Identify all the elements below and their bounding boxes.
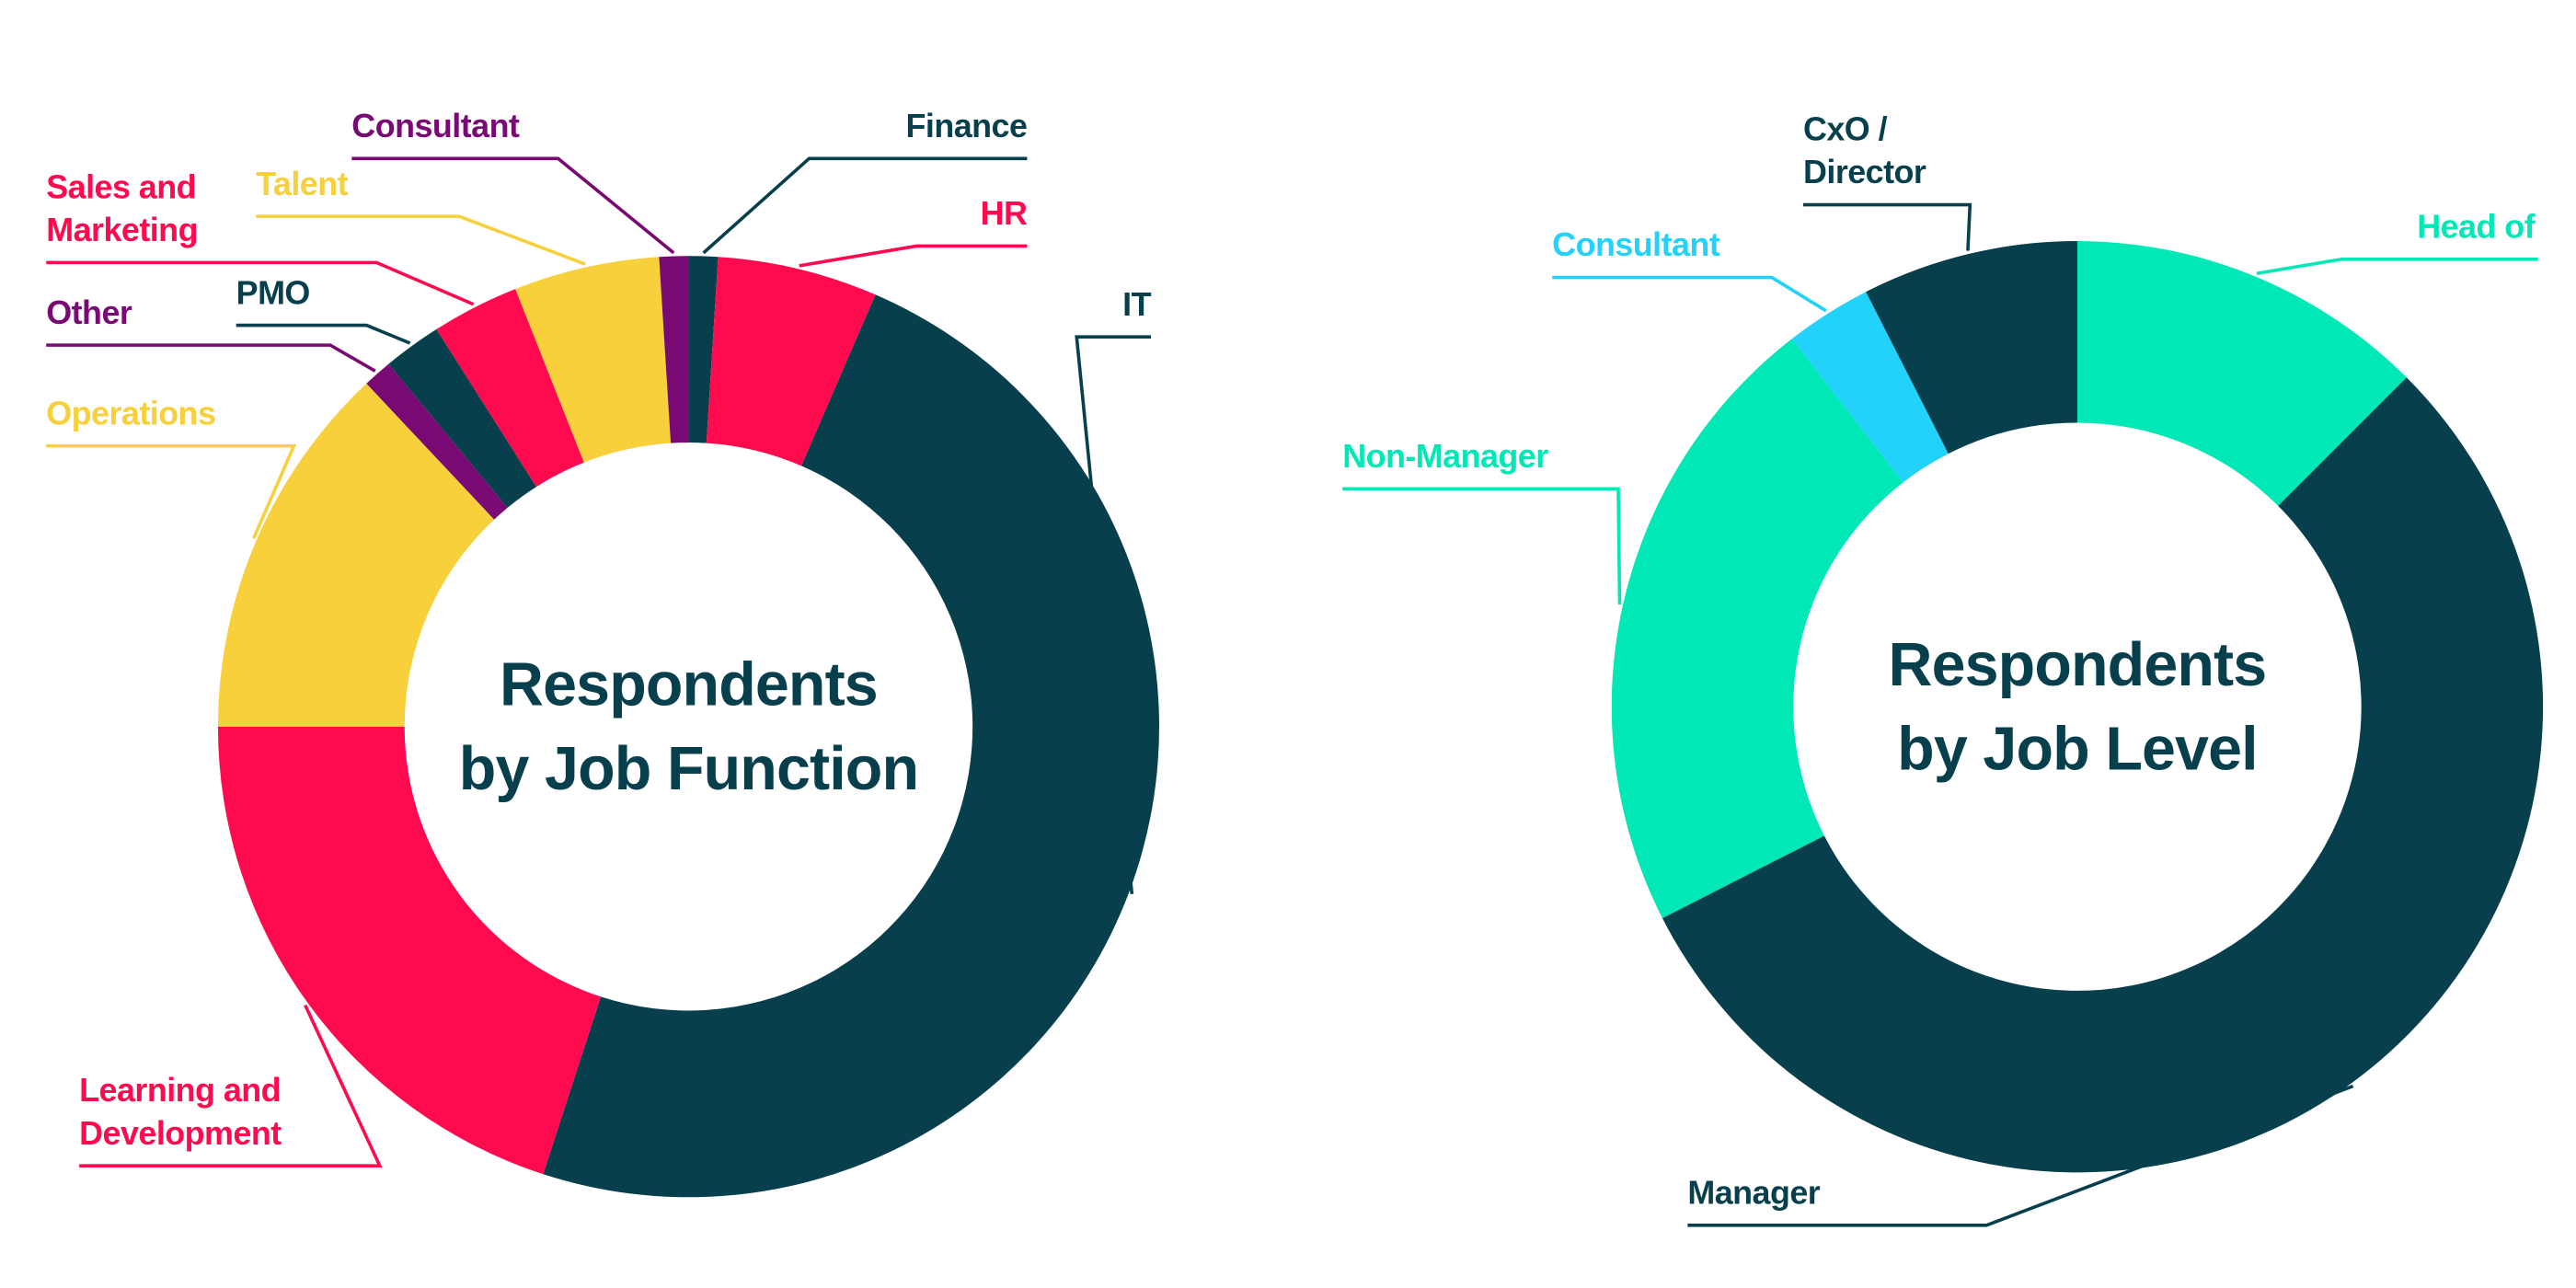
donut-segment: [2076, 241, 2407, 506]
leader-line: [256, 214, 586, 266]
segment-label: Non-Manager: [1342, 439, 1548, 476]
segment-label: CxO / Director: [1802, 112, 1926, 192]
leader-line: [46, 343, 376, 373]
donut-segment: [1662, 377, 2544, 1173]
segment-label: Consultant: [1552, 227, 1720, 265]
leader-line: [1552, 275, 1827, 313]
segment-label: Manager: [1687, 1175, 1821, 1213]
segment-label: Consultant: [351, 109, 520, 145]
leader-line: [702, 156, 1028, 255]
leader-line: [1687, 1084, 2354, 1227]
donut-segment: [1611, 339, 1903, 918]
segment-label: Finance: [905, 109, 1028, 145]
donut-segment: [388, 328, 537, 508]
donut-segment: [659, 256, 689, 443]
leader-line: [236, 323, 411, 345]
donut-segment: [217, 383, 495, 727]
leader-line: [1075, 335, 1152, 895]
donut-segment: [688, 256, 719, 443]
donut-segment: [436, 289, 584, 488]
segment-label: Sales and Marketing: [46, 169, 198, 250]
leader-line: [1342, 487, 1622, 605]
leader-line: [351, 156, 675, 255]
donut-segment: [1866, 241, 2077, 454]
leader-line: [799, 244, 1028, 268]
donut-segment: [366, 363, 508, 520]
donut-segment: [515, 257, 672, 463]
donut-segment: [217, 726, 602, 1175]
segment-label: HR: [980, 196, 1028, 234]
chart-title: Respondents by Job Function: [458, 650, 919, 803]
segment-label: Other: [46, 295, 132, 332]
leader-line: [79, 1004, 383, 1167]
segment-label: Talent: [256, 167, 349, 203]
leader-line: [1802, 202, 1972, 251]
leader-line: [2256, 257, 2538, 276]
donut-segment: [1791, 292, 1949, 483]
segment-label: PMO: [236, 275, 311, 313]
leader-line: [46, 443, 297, 539]
donut-segment: [543, 294, 1159, 1198]
segment-label: Operations: [46, 396, 216, 433]
segment-label: IT: [1122, 287, 1152, 324]
chart-title: Respondents by Job Level: [1888, 630, 2268, 783]
donut-segment: [706, 257, 876, 466]
segment-label: Learning and Development: [79, 1073, 282, 1153]
segment-label: Head of: [2417, 209, 2536, 247]
leader-line: [46, 260, 475, 306]
